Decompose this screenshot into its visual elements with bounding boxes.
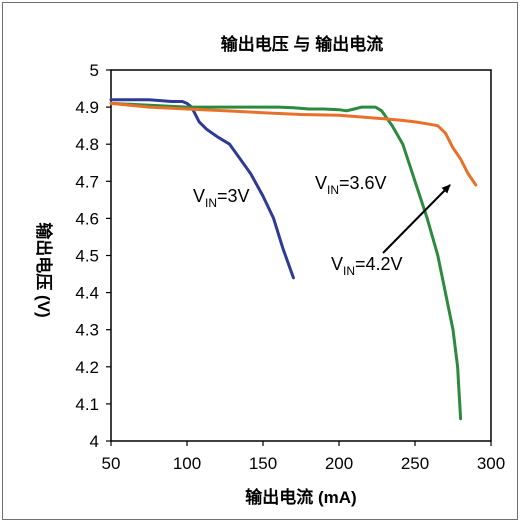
x-tick-label: 150	[249, 454, 277, 473]
annotation-vin-4-2v: VIN=4.2V	[331, 254, 403, 278]
y-tick-label: 4.7	[75, 172, 99, 191]
annotation-vin-3v: VIN=3V	[193, 186, 250, 210]
chart-frame	[2, 2, 518, 520]
annotation-vin-3-6v: VIN=3.6V	[315, 173, 387, 197]
series-line-3	[109, 101, 478, 187]
y-tick-label: 4	[90, 432, 99, 451]
y-tick-label: 4.9	[75, 98, 99, 117]
y-tick-label: 4.6	[75, 209, 99, 228]
x-tick-label: 100	[173, 454, 201, 473]
x-tick-label: 50	[102, 454, 121, 473]
x-tick-label: 250	[401, 454, 429, 473]
y-tick-label: 4.5	[75, 247, 99, 266]
x-tick-label: 200	[325, 454, 353, 473]
y-tick-label: 4.4	[75, 284, 99, 303]
x-axis-ticks: 50 100 150 200 250 300	[102, 441, 505, 473]
y-tick-label: 4.8	[75, 135, 99, 154]
chart-title: 输出电压 与 输出电流	[221, 34, 383, 54]
annotation-arrow	[382, 184, 451, 254]
y-tick-label: 4.1	[75, 395, 99, 414]
x-axis-label: 输出电流 (mA)	[245, 487, 356, 507]
y-axis-label: 输出电压 (V)	[34, 222, 54, 317]
series-line-2	[109, 101, 463, 421]
series-lines	[109, 98, 478, 421]
x-tick-label: 300	[477, 454, 505, 473]
y-tick-label: 4.3	[75, 321, 99, 340]
y-tick-label: 5	[90, 61, 99, 80]
y-axis-ticks: 4 4.1 4.2 4.3 4.4 4.5 4.6 4.7 4.8 4.9 5	[75, 61, 111, 451]
y-tick-label: 4.2	[75, 358, 99, 377]
series-line-1	[109, 98, 295, 280]
